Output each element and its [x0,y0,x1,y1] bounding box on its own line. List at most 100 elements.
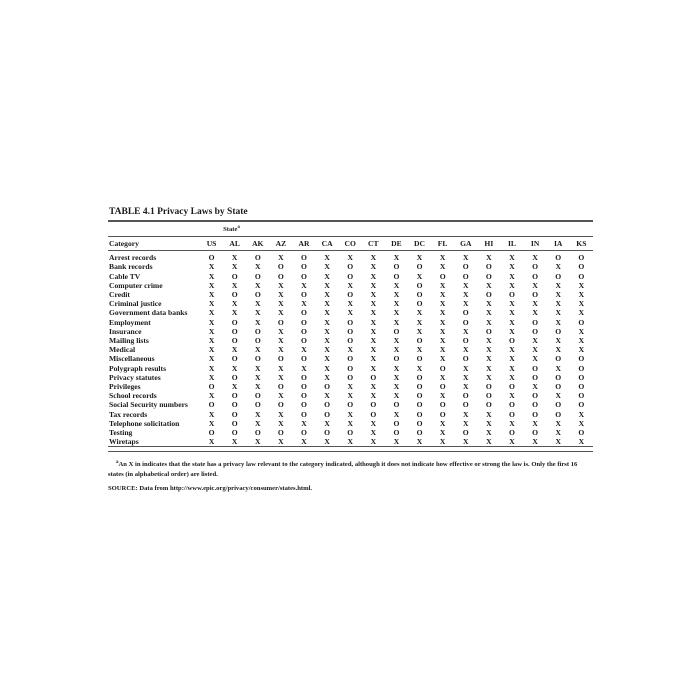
cell-il: O [509,400,515,410]
cell-il: X [509,271,515,281]
table-body: Arrest records O X O X O X X X X X X X X X X O O Bank reco… [108,251,593,447]
cell-us: O [208,428,215,438]
cell-co: O [347,354,354,364]
cell-co: X [347,382,353,392]
table-row: Criminal justice X X X X X X X X X O X X X X X X X [108,299,593,308]
table-row: Credit X O O X O X O X X O X X O O O X X [108,290,593,299]
cell-ca: X [324,317,330,327]
row-category: Insurance [109,326,142,336]
cell-al: O [231,409,238,419]
cell-ca: X [324,418,330,428]
cell-il: X [509,345,515,355]
cell-il: X [509,317,515,327]
cell-az: X [278,391,284,401]
cell-ia: X [555,437,561,447]
cell-us: X [208,317,215,327]
cell-az: O [277,382,284,392]
cell-ia: X [555,317,561,327]
row-category: Wiretaps [109,437,139,447]
cell-us: X [208,336,215,346]
cell-ar: X [301,280,307,290]
table-row: Miscellaneous X O O O O X O X O O X O X X X O O [108,354,593,363]
cell-ks: O [578,391,585,401]
cell-in: X [532,418,538,428]
column-header-hi: HI [477,236,501,252]
cell-fl: X [439,253,446,263]
cell-ct: X [370,253,377,263]
cell-il: O [509,409,515,419]
cell-al: X [231,280,238,290]
cell-co: O [347,336,354,346]
cell-in: O [532,363,539,373]
cell-us: X [208,290,215,299]
footnote: aAn X in indicates that the state has a … [108,451,593,478]
cell-us: X [208,345,215,355]
cell-ks: X [578,280,585,290]
cell-az: X [278,299,284,309]
cell-in: O [532,317,539,327]
cell-ak: O [254,253,261,263]
column-header-ak: AK [246,236,270,252]
cell-ga: X [463,253,469,263]
cell-ca: X [324,262,330,272]
cell-ks: O [578,271,585,281]
cell-ks: O [578,262,585,272]
cell-az: X [278,253,284,263]
row-category: Tax records [109,409,148,419]
cell-ia: X [555,428,561,438]
cell-ct: O [370,372,377,382]
cell-ak: X [255,363,261,373]
cell-al: X [231,308,238,318]
cell-in: X [532,437,538,447]
cell-ct: X [370,317,377,327]
cell-dc: X [416,326,423,336]
cell-hi: X [486,354,492,364]
row-category: Government data banks [109,308,188,318]
cell-de: O [393,354,400,364]
group-header-row: Statea [108,222,593,238]
cell-hi: X [486,345,492,355]
cell-il: X [509,280,515,290]
cell-dc: O [416,391,423,401]
column-header-fl: FL [431,236,455,252]
cell-us: O [208,253,215,263]
cell-ak: X [255,308,261,318]
cell-az: X [278,290,284,299]
cell-de: X [393,391,400,401]
cell-ca: X [324,308,330,318]
cell-ak: X [255,345,261,355]
table-row: Privileges O X X O O O X X X O O X O O X O O [108,382,593,391]
cell-ar: O [301,336,307,346]
cell-ar: O [301,382,307,392]
cell-ct: X [370,354,377,364]
cell-fl: X [439,317,446,327]
cell-us: X [208,391,215,401]
cell-fl: X [439,354,446,364]
cell-il: X [509,354,515,364]
cell-al: X [231,262,238,272]
cell-ga: O [462,391,469,401]
cell-ia: X [555,345,561,355]
cell-ga: O [462,354,469,364]
cell-ct: X [370,262,377,272]
cell-de: X [393,409,400,419]
row-category: Privacy statutes [109,372,161,382]
cell-ct: O [370,409,377,419]
cell-il: X [509,363,515,373]
cell-al: O [231,326,238,336]
cell-ar: O [301,253,307,263]
cell-fl: X [439,391,446,401]
cell-ia: O [555,400,562,410]
cell-ks: X [578,409,585,419]
cell-us: X [208,280,215,290]
cell-de: X [393,308,400,318]
cell-ia: X [555,308,561,318]
cell-de: X [393,280,400,290]
cell-ca: X [324,372,330,382]
cell-de: X [393,290,400,299]
cell-ar: O [301,308,307,318]
cell-ak: X [255,280,261,290]
cell-ak: X [255,382,261,392]
cell-ca: O [324,382,331,392]
column-header-de: DE [384,236,408,252]
